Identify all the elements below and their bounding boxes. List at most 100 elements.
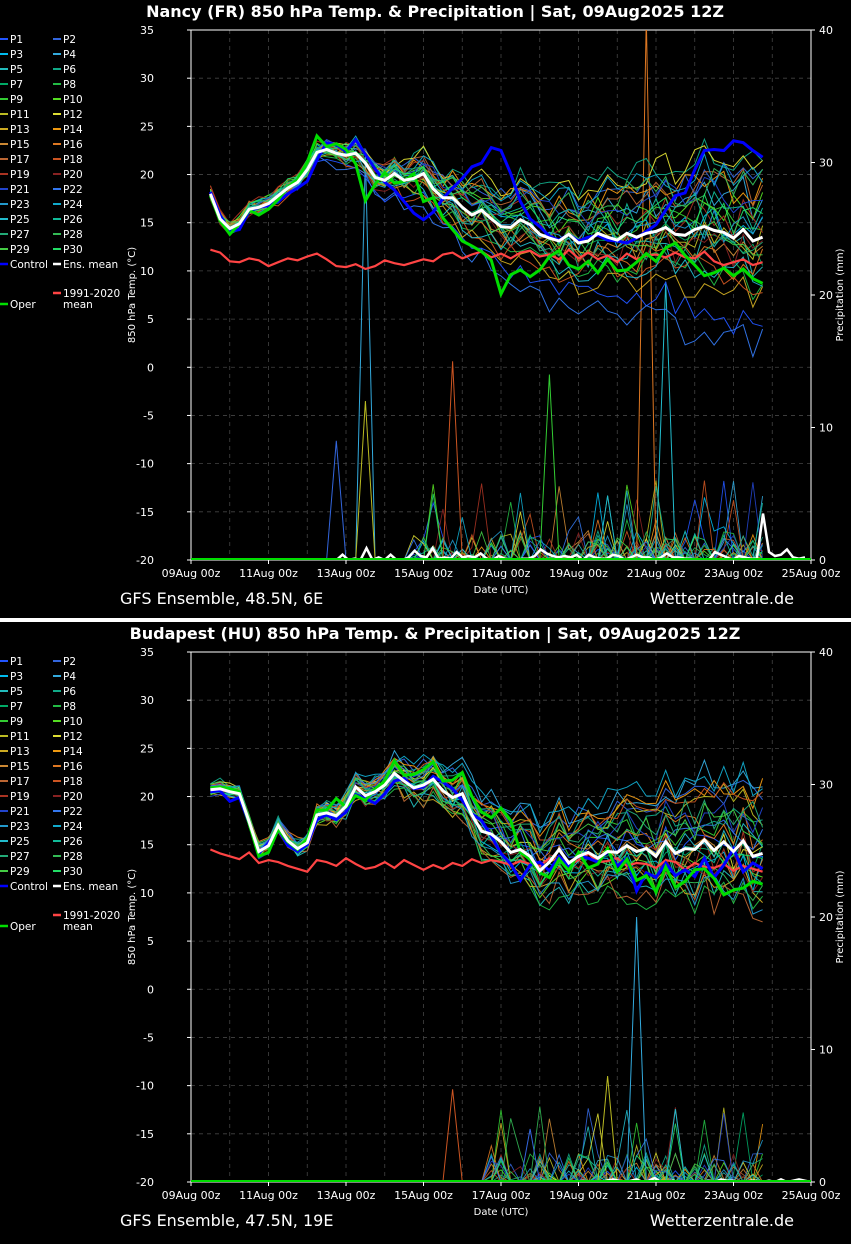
y2-tick-label: 30 bbox=[819, 157, 833, 170]
footer-site: Wetterzentrale.de bbox=[650, 589, 794, 608]
legend-item: P5 bbox=[0, 686, 23, 698]
legend-item: P23 bbox=[0, 199, 30, 211]
legend-label: P10 bbox=[63, 94, 83, 106]
x-tick-label: 11Aug 00z bbox=[239, 567, 298, 580]
legend-label: 1991-2020 bbox=[63, 288, 120, 300]
legend-item: P23 bbox=[0, 821, 30, 833]
legend-item: P16 bbox=[53, 761, 83, 773]
legend-label: P20 bbox=[63, 791, 83, 803]
legend-label: P14 bbox=[63, 746, 83, 758]
x-tick-label: 25Aug 00z bbox=[782, 567, 841, 580]
member-precip-line bbox=[210, 484, 763, 560]
legend-item: P14 bbox=[53, 746, 83, 758]
legend-item: P4 bbox=[53, 671, 76, 683]
x-tick-label: 25Aug 00z bbox=[782, 1189, 841, 1202]
legend-label: P17 bbox=[10, 154, 30, 166]
y-tick-label: -15 bbox=[136, 1128, 154, 1141]
legend-label: P24 bbox=[63, 821, 83, 833]
member-precip-line bbox=[210, 1155, 763, 1182]
y-tick-label: 35 bbox=[140, 24, 154, 37]
x-axis-label: Date (UTC) bbox=[474, 1207, 529, 1218]
legend-label: P3 bbox=[10, 49, 23, 61]
legend-item: P11 bbox=[0, 731, 30, 743]
legend-label: Control bbox=[10, 881, 48, 893]
legend-label: P5 bbox=[10, 64, 23, 76]
legend-label: P28 bbox=[63, 851, 83, 863]
plot-area bbox=[191, 30, 811, 560]
legend-item: P9 bbox=[0, 716, 23, 728]
legend-item: P10 bbox=[53, 716, 83, 728]
y-tick-label: -5 bbox=[143, 409, 154, 422]
legend-label: Ens. mean bbox=[63, 259, 118, 271]
member-precip-line bbox=[210, 530, 763, 560]
precip-spike bbox=[355, 400, 376, 560]
legend-item: P22 bbox=[53, 184, 83, 196]
precip-spike bbox=[636, 30, 657, 560]
legend-label: P26 bbox=[63, 214, 83, 226]
legend-label: P24 bbox=[63, 199, 83, 211]
legend-label: mean bbox=[63, 299, 93, 311]
legend-item: P29 bbox=[0, 866, 30, 878]
legend-item: P24 bbox=[53, 199, 83, 211]
legend-item: Oper bbox=[0, 921, 36, 933]
y-tick-label: -20 bbox=[136, 554, 154, 567]
legend-label: P15 bbox=[10, 139, 30, 151]
legend-item: P19 bbox=[0, 791, 30, 803]
legend-item: P8 bbox=[53, 701, 76, 713]
y-axis-label: 850 hPa Temp. (°C) bbox=[127, 869, 138, 965]
legend-item: P17 bbox=[0, 154, 30, 166]
legend-item: P7 bbox=[0, 701, 23, 713]
x-tick-label: 19Aug 00z bbox=[549, 567, 608, 580]
member-precip-line bbox=[210, 486, 764, 560]
x-tick-label: 09Aug 00z bbox=[162, 567, 221, 580]
y-tick-label: 0 bbox=[147, 361, 154, 374]
legend-item: P25 bbox=[0, 836, 30, 848]
y2-tick-label: 40 bbox=[819, 646, 833, 659]
member-precip-line bbox=[210, 483, 763, 560]
member-precip-line bbox=[210, 537, 763, 560]
legend-item: P21 bbox=[0, 806, 30, 818]
x-tick-label: 23Aug 00z bbox=[704, 1189, 763, 1202]
legend-label: P28 bbox=[63, 229, 83, 241]
legend-item: P6 bbox=[53, 686, 76, 698]
x-tick-label: 21Aug 00z bbox=[627, 567, 686, 580]
legend-label: P13 bbox=[10, 124, 30, 136]
x-tick-label: 11Aug 00z bbox=[239, 1189, 298, 1202]
legend-item: P15 bbox=[0, 761, 30, 773]
y-tick-label: 20 bbox=[140, 169, 154, 182]
legend-label: P6 bbox=[63, 686, 76, 698]
legend-item: Oper bbox=[0, 299, 36, 311]
y-tick-label: 5 bbox=[147, 313, 154, 326]
member-precip-line bbox=[210, 519, 763, 560]
legend-item: P28 bbox=[53, 851, 83, 863]
legend-item: Ens. mean bbox=[53, 881, 118, 893]
legend-label: P29 bbox=[10, 866, 30, 878]
legend-label: P19 bbox=[10, 169, 30, 181]
footer-model-location: GFS Ensemble, 48.5N, 6E bbox=[120, 589, 323, 608]
legend-item: P26 bbox=[53, 836, 83, 848]
legend-label: P17 bbox=[10, 776, 30, 788]
y-tick-label: 10 bbox=[140, 887, 154, 900]
precip-spike bbox=[519, 1128, 541, 1182]
legend-label: Ens. mean bbox=[63, 881, 118, 893]
y2-axis-label: Precipitation (mm) bbox=[835, 870, 846, 963]
control-line bbox=[209, 137, 764, 245]
y2-tick-label: 40 bbox=[819, 24, 833, 37]
precip-spike bbox=[442, 361, 463, 560]
legend-item: P20 bbox=[53, 791, 83, 803]
legend-item: P11 bbox=[0, 109, 30, 121]
legend-label: P15 bbox=[10, 761, 30, 773]
member-precip-line bbox=[210, 480, 763, 560]
legend-label: P21 bbox=[10, 184, 30, 196]
legend-item: P6 bbox=[53, 64, 76, 76]
legend-label: P9 bbox=[10, 716, 23, 728]
precip-spike bbox=[355, 155, 376, 560]
legend-item: P30 bbox=[53, 244, 83, 256]
legend-label: P4 bbox=[63, 671, 76, 683]
legend-label: P25 bbox=[10, 836, 30, 848]
legend-label: P8 bbox=[63, 79, 76, 91]
y-tick-label: 15 bbox=[140, 839, 154, 852]
footer-site: Wetterzentrale.de bbox=[650, 1211, 794, 1230]
